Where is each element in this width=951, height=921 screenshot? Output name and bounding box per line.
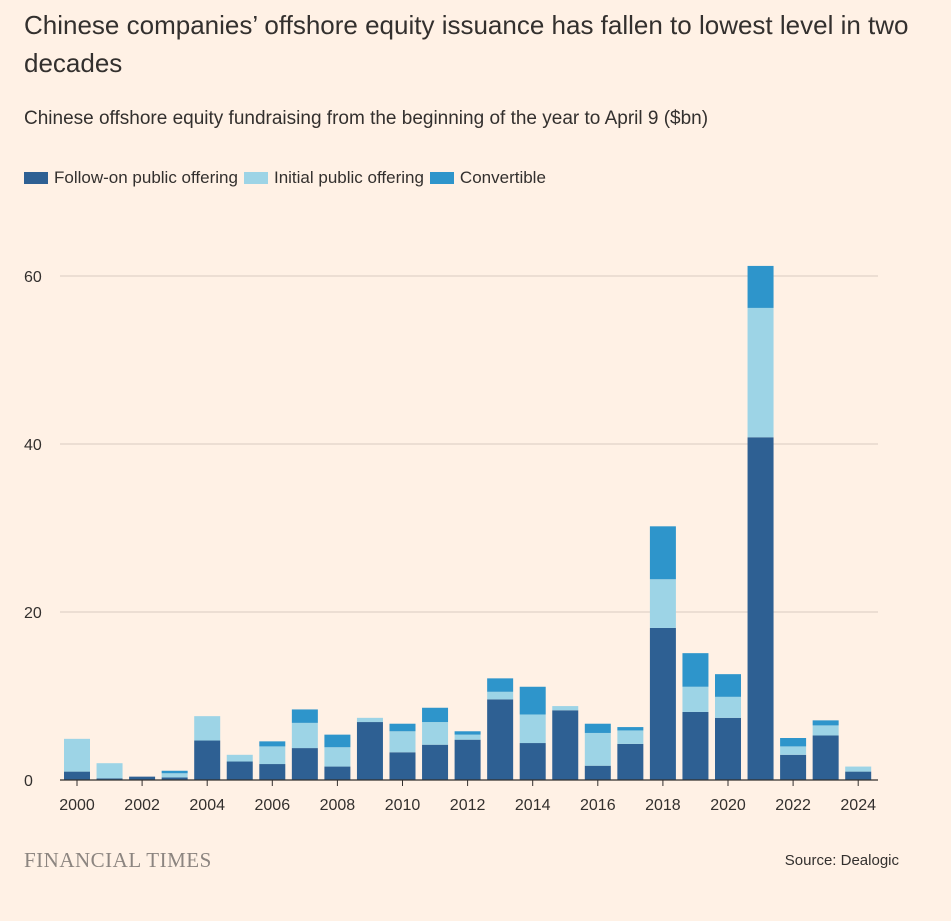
- bar-convertible-2010: [389, 723, 416, 732]
- bar-follow_on-2006: [259, 764, 286, 780]
- bar-ipo-2011: [422, 722, 449, 745]
- bar-follow_on-2022: [780, 754, 807, 780]
- source-note: Source: Dealogic: [784, 852, 899, 869]
- bar-convertible-2019: [682, 653, 709, 687]
- bar-ipo-2014: [519, 714, 546, 744]
- bar-ipo-2019: [682, 686, 709, 712]
- bar-follow_on-2024: [845, 771, 872, 780]
- x-tick-label-2004: 2004: [189, 797, 225, 814]
- bar-ipo-2003: [161, 773, 188, 778]
- bar-convertible-2021: [747, 265, 774, 308]
- bar-follow_on-2009: [356, 722, 383, 780]
- bar-follow_on-2021: [747, 437, 774, 780]
- legend: Follow-on public offering Initial public…: [24, 168, 552, 188]
- bar-convertible-2018: [649, 526, 676, 580]
- x-tick-label-2012: 2012: [450, 797, 486, 814]
- bar-convertible-2012: [454, 731, 481, 735]
- x-tick-label-2006: 2006: [255, 797, 291, 814]
- bar-ipo-2017: [617, 730, 644, 744]
- bar-follow_on-2020: [715, 717, 741, 780]
- bar-ipo-2021: [747, 307, 774, 438]
- bar-follow_on-2008: [324, 766, 351, 780]
- bar-convertible-2014: [519, 686, 546, 715]
- x-tick-label-2000: 2000: [59, 797, 95, 814]
- bar-follow_on-2015: [552, 710, 579, 780]
- bar-ipo-2009: [356, 717, 383, 723]
- bar-convertible-2020: [715, 674, 741, 697]
- bar-ipo-2005: [226, 754, 253, 762]
- bar-follow_on-2004: [194, 740, 221, 780]
- bar-ipo-2018: [649, 579, 676, 628]
- bar-ipo-2013: [487, 691, 514, 700]
- bar-ipo-2000: [64, 738, 90, 772]
- bar-ipo-2007: [291, 722, 318, 749]
- y-tick-label-40: 40: [24, 437, 42, 454]
- legend-label-ipo: Initial public offering: [273, 168, 424, 187]
- bar-follow_on-2007: [291, 748, 318, 780]
- y-tick-label-20: 20: [24, 605, 42, 622]
- bar-ipo-2022: [780, 746, 807, 755]
- bar-follow_on-2011: [422, 744, 449, 780]
- bar-ipo-2012: [454, 734, 481, 740]
- y-tick-label-0: 0: [24, 773, 33, 790]
- bar-follow_on-2014: [519, 743, 546, 780]
- bar-follow_on-2000: [64, 771, 90, 780]
- chart-subtitle: Chinese offshore equity fundraising from…: [24, 108, 709, 129]
- bar-follow_on-2016: [584, 765, 611, 780]
- bar-ipo-2008: [324, 747, 351, 767]
- bar-follow_on-2001: [96, 778, 123, 780]
- bar-follow_on-2002: [129, 776, 156, 780]
- x-tick-label-2008: 2008: [320, 797, 356, 814]
- bar-follow_on-2018: [649, 627, 676, 780]
- legend-swatch-convertible: [429, 172, 454, 184]
- bar-convertible-2016: [584, 723, 611, 733]
- bar-ipo-2016: [584, 732, 611, 766]
- bar-ipo-2006: [259, 746, 286, 765]
- bar-convertible-2022: [780, 738, 807, 747]
- bar-convertible-2003: [161, 770, 188, 774]
- bar-follow_on-2019: [682, 711, 709, 780]
- legend-item-ipo: Initial public offering: [243, 168, 424, 188]
- bar-convertible-2007: [291, 709, 318, 723]
- bar-follow_on-2023: [812, 735, 839, 780]
- x-tick-label-2014: 2014: [515, 797, 551, 814]
- legend-swatch-follow-on: [24, 172, 48, 184]
- bar-ipo-2020: [715, 696, 741, 718]
- bar-follow_on-2012: [454, 739, 481, 780]
- bar-ipo-2001: [96, 763, 123, 779]
- bar-follow_on-2017: [617, 743, 644, 780]
- x-tick-label-2010: 2010: [385, 797, 421, 814]
- bar-ipo-2015: [552, 706, 579, 711]
- bar-ipo-2023: [812, 725, 839, 736]
- bar-follow_on-2013: [487, 699, 514, 780]
- bar-ipo-2004: [194, 716, 221, 741]
- bar-convertible-2023: [812, 720, 839, 726]
- legend-label-follow-on: Follow-on public offering: [54, 168, 238, 187]
- bar-convertible-2017: [617, 727, 644, 731]
- ft-logo: FINANCIAL TIMES: [24, 848, 212, 872]
- x-tick-label-2024: 2024: [840, 797, 876, 814]
- legend-label-convertible: Convertible: [459, 168, 546, 187]
- x-tick-label-2016: 2016: [580, 797, 616, 814]
- bar-follow_on-2003: [161, 777, 188, 780]
- bar-convertible-2013: [487, 678, 514, 692]
- x-tick-label-2022: 2022: [775, 797, 811, 814]
- bar-convertible-2011: [422, 707, 449, 723]
- bar-follow_on-2005: [226, 761, 253, 780]
- bar-convertible-2008: [324, 734, 351, 748]
- chart-title: Chinese companies’ offshore equity issua…: [24, 10, 909, 78]
- x-tick-label-2018: 2018: [645, 797, 681, 814]
- chart-plot: 0 20 40 60 2000 2002 2004 2006 2008 2010 2012 2014 2…: [24, 265, 878, 814]
- bar-convertible-2006: [259, 741, 286, 747]
- y-tick-label-60: 60: [24, 269, 42, 286]
- bar-ipo-2010: [389, 731, 416, 753]
- x-tick-label-2002: 2002: [124, 797, 160, 814]
- x-tick-label-2020: 2020: [710, 797, 746, 814]
- legend-item-follow-on: Follow-on public offering: [24, 168, 238, 188]
- legend-item-convertible: Convertible: [429, 168, 546, 188]
- bar-follow_on-2010: [389, 752, 416, 780]
- bar-ipo-2024: [845, 766, 872, 772]
- legend-swatch-ipo: [243, 172, 268, 184]
